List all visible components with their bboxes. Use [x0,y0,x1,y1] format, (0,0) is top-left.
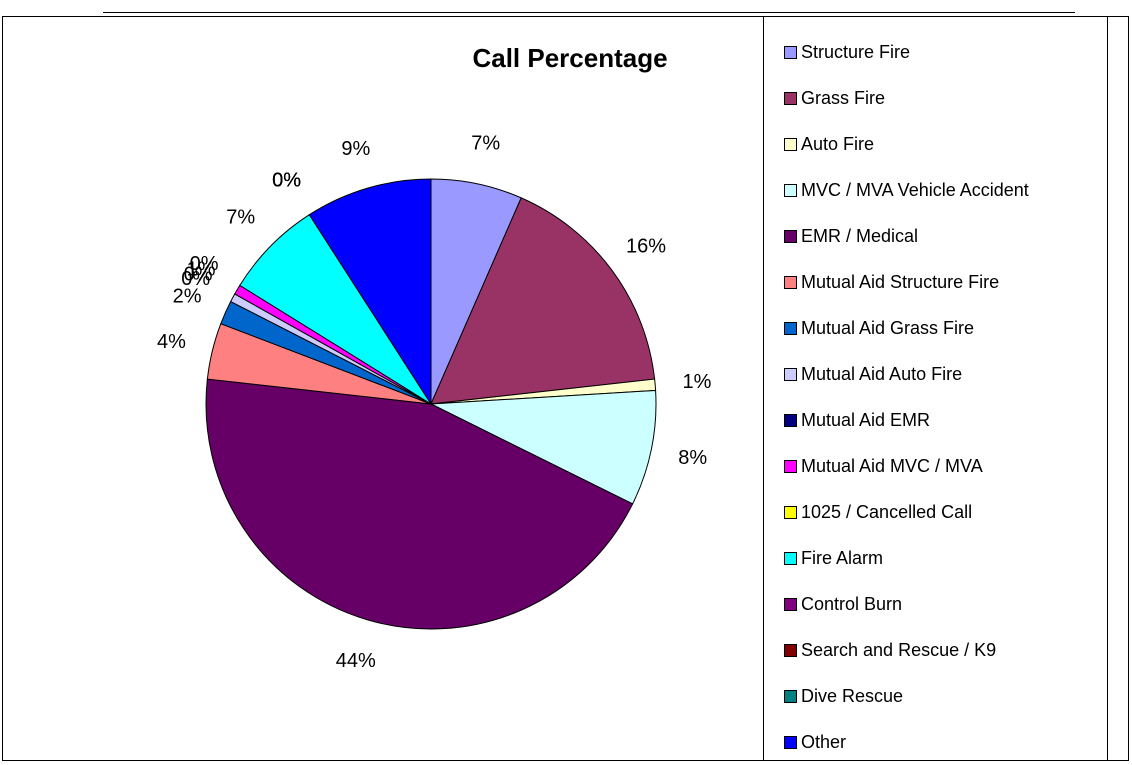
legend-item-dive-rescue: Dive Rescue [784,673,1029,719]
legend-label: Search and Rescue / K9 [801,640,996,661]
legend-label: Mutual Aid MVC / MVA [801,456,983,477]
data-label-grass-fire: 16% [626,236,666,258]
legend-swatch [784,138,797,151]
legend-item-structure-fire: Structure Fire [784,29,1029,75]
legend-label: EMR / Medical [801,226,918,247]
legend-item-emr-medical: EMR / Medical [784,213,1029,259]
legend-swatch [784,276,797,289]
legend-swatch [784,598,797,611]
legend-swatch [784,414,797,427]
legend-item-mutual-aid-mvc-mva: Mutual Aid MVC / MVA [784,443,1029,489]
legend-item-search-and-rescue-k9: Search and Rescue / K9 [784,627,1029,673]
legend-label: 1025 / Cancelled Call [801,502,972,523]
legend-swatch [784,552,797,565]
legend-label: MVC / MVA Vehicle Accident [801,180,1029,201]
data-label-mvc-mva-vehicle-accident: 8% [678,447,707,469]
legend: Structure Fire Grass Fire Auto Fire MVC / M… [763,16,1108,761]
legend-label: Structure Fire [801,42,910,63]
legend-item-mutual-aid-auto-fire: Mutual Aid Auto Fire [784,351,1029,397]
legend-swatch [784,644,797,657]
legend-swatch [784,322,797,335]
legend-item-fire-alarm: Fire Alarm [784,535,1029,581]
legend-label: Control Burn [801,594,902,615]
legend-label: Auto Fire [801,134,874,155]
legend-swatch [784,368,797,381]
legend-list: Structure Fire Grass Fire Auto Fire MVC / M… [784,29,1029,765]
legend-label: Dive Rescue [801,686,903,707]
data-label-emr-medical: 44% [336,650,376,672]
legend-item-mvc-mva-vehicle-accident: MVC / MVA Vehicle Accident [784,167,1029,213]
legend-label: Grass Fire [801,88,885,109]
legend-item-control-burn: Control Burn [784,581,1029,627]
legend-swatch [784,184,797,197]
legend-item-auto-fire: Auto Fire [784,121,1029,167]
legend-label: Mutual Aid EMR [801,410,930,431]
legend-swatch [784,46,797,59]
legend-item-mutual-aid-emr: Mutual Aid EMR [784,397,1029,443]
legend-label: Mutual Aid Structure Fire [801,272,999,293]
legend-swatch [784,460,797,473]
legend-swatch [784,506,797,519]
legend-item-mutual-aid-structure-fire: Mutual Aid Structure Fire [784,259,1029,305]
legend-item-1025-cancelled-call: 1025 / Cancelled Call [784,489,1029,535]
data-label-other: 9% [341,138,370,160]
data-label-auto-fire: 1% [683,371,712,393]
legend-label: Mutual Aid Grass Fire [801,318,974,339]
pie-chart: 7%16%1%8%44%4%2%0%0%1%0%7%0%0%0%9% [0,0,760,755]
legend-swatch [784,92,797,105]
data-label-structure-fire: 7% [471,133,500,155]
pie-slices [206,179,656,629]
data-label-mutual-aid-structure-fire: 4% [157,331,186,353]
legend-label: Fire Alarm [801,548,883,569]
legend-swatch [784,690,797,703]
data-label-dive-rescue: 0% [272,169,301,191]
legend-swatch [784,230,797,243]
legend-item-grass-fire: Grass Fire [784,75,1029,121]
legend-label: Mutual Aid Auto Fire [801,364,962,385]
legend-item-other: Other [784,719,1029,765]
legend-label: Other [801,732,846,753]
data-label-1025-cancelled-call: 0% [190,253,219,275]
data-label-fire-alarm: 7% [226,207,255,229]
legend-item-mutual-aid-grass-fire: Mutual Aid Grass Fire [784,305,1029,351]
legend-swatch [784,736,797,749]
